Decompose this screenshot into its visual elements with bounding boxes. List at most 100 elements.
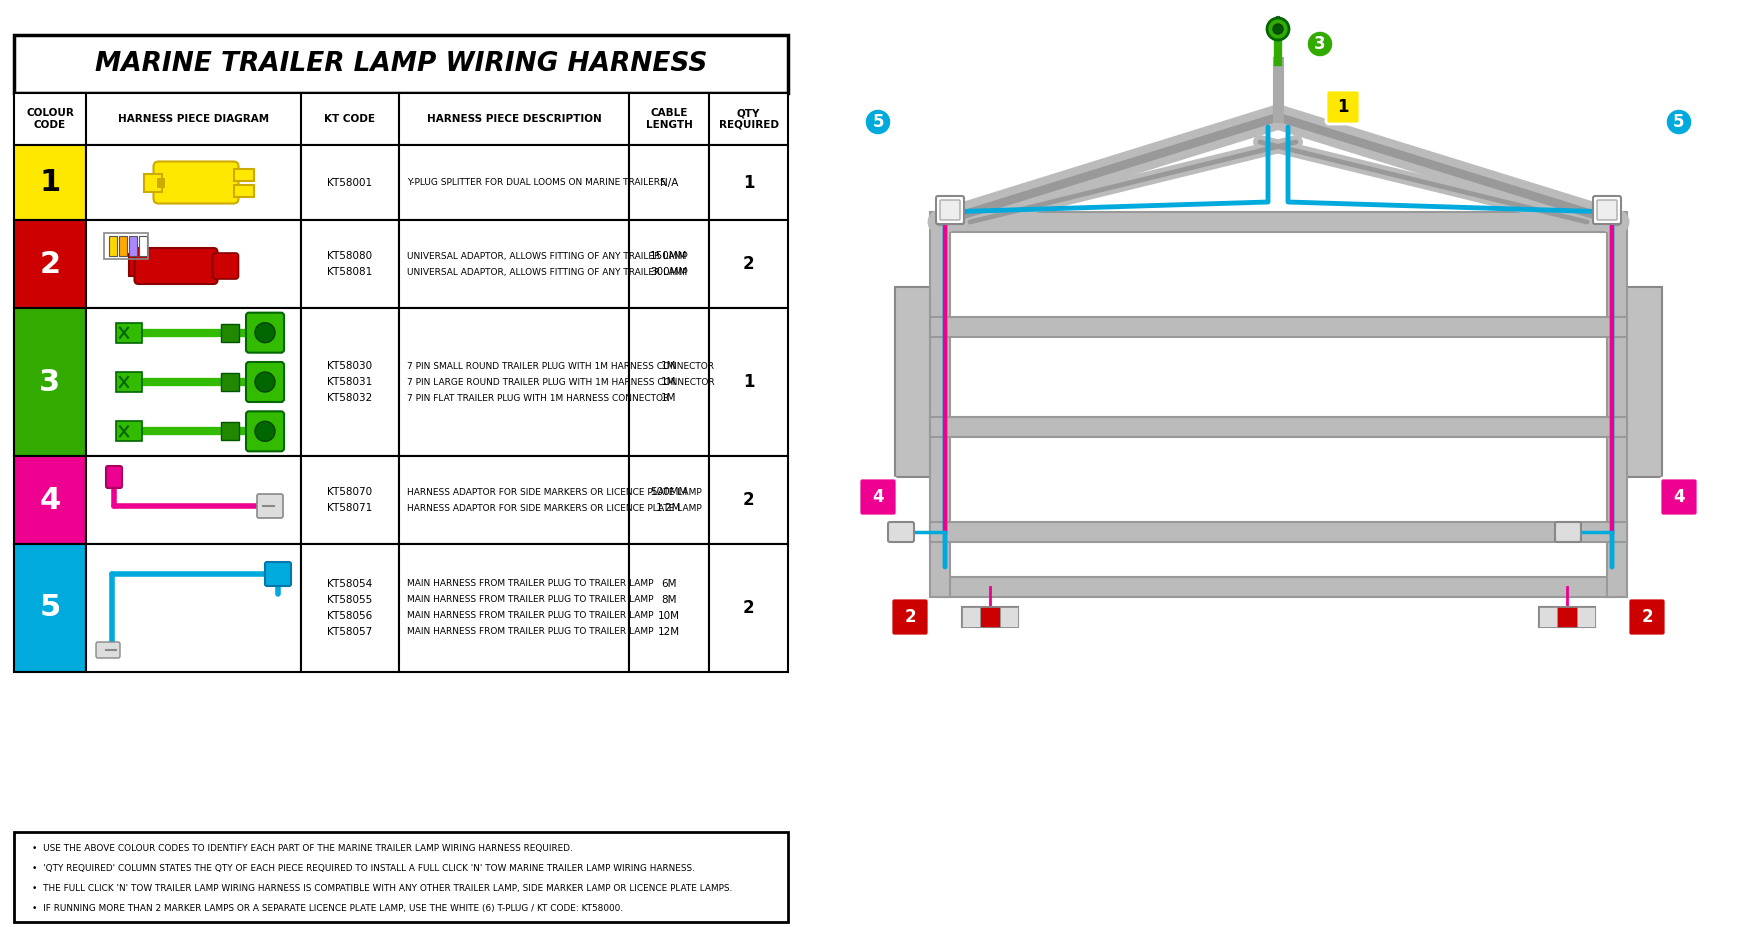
Text: KT58001: KT58001 <box>328 177 372 187</box>
Bar <box>398 145 630 220</box>
Text: 12M: 12M <box>658 627 681 637</box>
Bar <box>302 544 398 672</box>
Text: •  THE FULL CLICK 'N' TOW TRAILER LAMP WIRING HARNESS IS COMPATIBLE WITH ANY OTH: • THE FULL CLICK 'N' TOW TRAILER LAMP WI… <box>32 884 731 893</box>
FancyBboxPatch shape <box>937 196 965 224</box>
Bar <box>398 220 630 308</box>
Text: KT58071: KT58071 <box>328 503 372 513</box>
Text: 1: 1 <box>742 373 754 391</box>
Bar <box>14 308 86 456</box>
Bar <box>1538 607 1594 627</box>
Circle shape <box>1307 30 1335 58</box>
Bar <box>980 607 1000 627</box>
Bar <box>116 422 142 441</box>
Text: HARNESS ADAPTOR FOR SIDE MARKERS OR LICENCE PLATE LAMP: HARNESS ADAPTOR FOR SIDE MARKERS OR LICE… <box>407 488 702 497</box>
Bar <box>630 145 709 220</box>
Bar <box>86 145 302 220</box>
Bar <box>14 832 788 922</box>
Bar <box>156 177 165 187</box>
Bar <box>398 456 630 544</box>
Bar <box>630 456 709 544</box>
Bar <box>86 308 302 456</box>
Circle shape <box>254 372 275 392</box>
FancyBboxPatch shape <box>105 466 123 488</box>
Text: •  USE THE ABOVE COLOUR CODES TO IDENTIFY EACH PART OF THE MARINE TRAILER LAMP W: • USE THE ABOVE COLOUR CODES TO IDENTIFY… <box>32 844 574 853</box>
Text: KT CODE: KT CODE <box>324 114 375 124</box>
Text: MAIN HARNESS FROM TRAILER PLUG TO TRAILER LAMP: MAIN HARNESS FROM TRAILER PLUG TO TRAILE… <box>407 612 654 620</box>
Text: HARNESS PIECE DIAGRAM: HARNESS PIECE DIAGRAM <box>118 114 268 124</box>
Text: 1M: 1M <box>661 377 677 387</box>
Text: 3: 3 <box>1314 35 1326 53</box>
Text: 4: 4 <box>39 486 61 514</box>
Bar <box>14 145 86 220</box>
Text: 5: 5 <box>872 113 884 131</box>
Bar <box>221 373 239 391</box>
Text: 1: 1 <box>742 173 754 192</box>
Bar <box>116 323 142 343</box>
Bar <box>302 308 398 456</box>
Bar <box>14 544 86 672</box>
Bar <box>14 220 86 308</box>
Bar <box>14 35 788 93</box>
Text: KT58054: KT58054 <box>328 579 372 589</box>
Text: •  'QTY REQUIRED' COLUMN STATES THE QTY OF EACH PIECE REQUIRED TO INSTALL A FULL: • 'QTY REQUIRED' COLUMN STATES THE QTY O… <box>32 864 695 873</box>
Text: KT58070: KT58070 <box>328 487 372 497</box>
Circle shape <box>1665 108 1693 136</box>
Bar <box>109 236 116 256</box>
Bar <box>1612 287 1663 477</box>
Bar <box>630 308 709 456</box>
Bar <box>1000 607 1017 627</box>
Text: 2: 2 <box>39 249 61 278</box>
Text: HARNESS PIECE DESCRIPTION: HARNESS PIECE DESCRIPTION <box>426 114 602 124</box>
Bar <box>940 212 1617 232</box>
Bar <box>940 577 1617 597</box>
Bar <box>709 544 788 672</box>
Text: 2: 2 <box>1642 608 1652 626</box>
Text: 150MM: 150MM <box>651 251 688 261</box>
FancyBboxPatch shape <box>154 161 239 204</box>
Text: COLOUR
CODE: COLOUR CODE <box>26 108 74 130</box>
FancyBboxPatch shape <box>1659 478 1698 516</box>
FancyBboxPatch shape <box>888 522 914 542</box>
Bar <box>630 220 709 308</box>
Bar <box>221 324 239 342</box>
Text: 2: 2 <box>742 599 754 617</box>
Text: 10M: 10M <box>658 611 681 621</box>
FancyBboxPatch shape <box>246 312 284 352</box>
Text: KT58081: KT58081 <box>328 267 372 277</box>
Text: MAIN HARNESS FROM TRAILER PLUG TO TRAILER LAMP: MAIN HARNESS FROM TRAILER PLUG TO TRAILE… <box>407 628 654 637</box>
Circle shape <box>1273 24 1282 34</box>
Text: 4: 4 <box>872 488 884 506</box>
Bar <box>86 220 302 308</box>
Bar <box>961 607 1017 627</box>
Bar <box>302 220 398 308</box>
FancyBboxPatch shape <box>246 412 284 451</box>
Bar <box>302 456 398 544</box>
Text: 1M: 1M <box>661 361 677 371</box>
FancyBboxPatch shape <box>258 494 282 518</box>
FancyBboxPatch shape <box>1326 90 1359 124</box>
Text: 2: 2 <box>742 255 754 273</box>
Text: KT58030: KT58030 <box>328 361 372 371</box>
Text: 2: 2 <box>905 608 916 626</box>
Text: KT58055: KT58055 <box>328 595 372 605</box>
Text: 1M: 1M <box>661 393 677 403</box>
Text: KT58057: KT58057 <box>328 627 372 637</box>
Text: 3: 3 <box>39 367 61 397</box>
FancyBboxPatch shape <box>135 248 217 284</box>
Text: QTY
REQUIRED: QTY REQUIRED <box>719 108 779 130</box>
Text: HARNESS ADAPTOR FOR SIDE MARKERS OR LICENCE PLATE LAMP: HARNESS ADAPTOR FOR SIDE MARKERS OR LICE… <box>407 503 702 513</box>
Bar <box>961 607 980 627</box>
Text: Y-PLUG SPLITTER FOR DUAL LOOMS ON MARINE TRAILERS: Y-PLUG SPLITTER FOR DUAL LOOMS ON MARINE… <box>407 178 667 187</box>
Text: 6M: 6M <box>661 579 677 589</box>
Text: 4: 4 <box>1673 488 1686 506</box>
Text: 5: 5 <box>1673 113 1686 131</box>
Bar <box>128 254 142 276</box>
Text: 300MM: 300MM <box>651 267 688 277</box>
Text: 500MM: 500MM <box>651 487 688 497</box>
Text: 1.2M: 1.2M <box>656 503 682 513</box>
Text: UNIVERSAL ADAPTOR, ALLOWS FITTING OF ANY TRAILER LAMP: UNIVERSAL ADAPTOR, ALLOWS FITTING OF ANY… <box>407 251 688 260</box>
Text: MAIN HARNESS FROM TRAILER PLUG TO TRAILER LAMP: MAIN HARNESS FROM TRAILER PLUG TO TRAILE… <box>407 579 654 589</box>
FancyBboxPatch shape <box>1593 196 1621 224</box>
Text: 5: 5 <box>39 593 61 623</box>
Circle shape <box>865 108 893 136</box>
